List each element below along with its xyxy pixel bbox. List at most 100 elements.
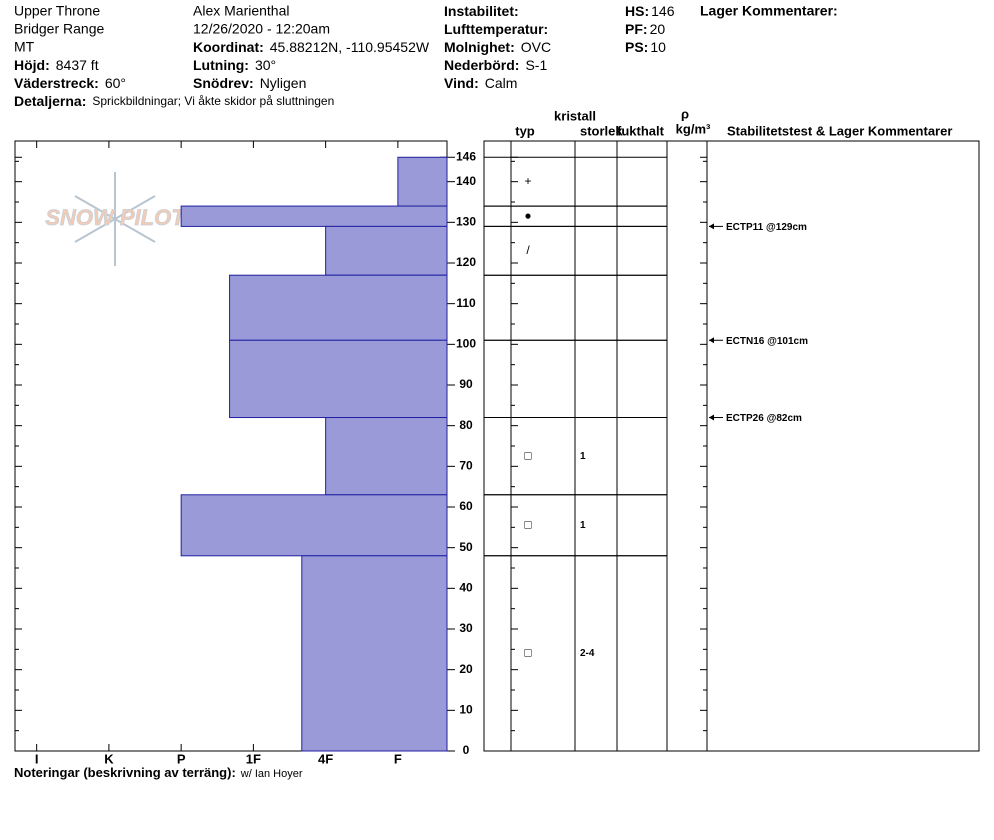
field: Vind: Calm xyxy=(444,75,517,91)
y-tick-label: 140 xyxy=(456,174,476,188)
field: Nederbörd: S-1 xyxy=(444,57,547,73)
field-value: Nyligen xyxy=(260,75,307,91)
column-header: Stabilitetstest & Lager Kommentarer xyxy=(727,123,952,138)
y-tick-label: 30 xyxy=(459,621,473,635)
field-label: Lutning: xyxy=(193,57,249,73)
field-value: 8437 ft xyxy=(56,57,99,73)
hardness-bar xyxy=(397,156,448,207)
field: PS: 10 xyxy=(625,39,666,55)
field-label: Vind: xyxy=(444,75,479,91)
field: HS: 146 xyxy=(625,3,675,19)
column-header: typ xyxy=(515,123,535,138)
notes-label: Noteringar (beskrivning av terräng): xyxy=(14,765,236,780)
notes: Noteringar (beskrivning av terräng): w/ I… xyxy=(14,765,303,780)
field-value: Sprickbildningar; Vi åkte skidor på slut… xyxy=(92,94,334,108)
hardness-bar xyxy=(180,205,448,227)
crystal-type: ● xyxy=(524,208,531,222)
location: Upper Throne xyxy=(14,3,100,19)
notes-value: w/ Ian Hoyer xyxy=(240,768,303,780)
y-tick-label: 90 xyxy=(459,377,473,391)
field-label: Molnighet: xyxy=(444,39,515,55)
field-label: Väderstreck: xyxy=(14,75,99,91)
field: Väderstreck: 60° xyxy=(14,75,126,91)
field: Lutning: 30° xyxy=(193,57,276,73)
field-value: 45.88212N, -110.95452W xyxy=(270,39,430,55)
field-value: Calm xyxy=(485,75,518,91)
y-tick-label: 10 xyxy=(459,703,473,717)
test-label: ECTP26 @82cm xyxy=(726,413,802,424)
y-tick-label: 70 xyxy=(459,459,473,473)
y-tick-label: 120 xyxy=(456,255,476,269)
field-label: Nederbörd: xyxy=(444,57,519,73)
y-tick-label: 40 xyxy=(459,581,473,595)
field-label: Lufttemperatur: xyxy=(444,21,548,37)
logo: SNOW PILOT xyxy=(45,205,186,230)
crystal-type: □ xyxy=(524,448,531,462)
field: Koordinat: 45.88212N, -110.95452W xyxy=(193,39,430,55)
table-frame xyxy=(483,140,980,752)
hardness-bar xyxy=(325,417,448,496)
field-value: 146 xyxy=(651,3,675,19)
field-label: PS: xyxy=(625,39,648,55)
hardness-bar xyxy=(229,339,448,419)
field-value: OVC xyxy=(521,39,551,55)
y-tick-label: 110 xyxy=(456,296,476,310)
crystal-type: / xyxy=(526,243,530,257)
field: PF: 20 xyxy=(625,21,665,37)
hardness-bar xyxy=(301,555,448,752)
x-tick-label: F xyxy=(394,751,402,766)
x-tick-label: K xyxy=(104,751,114,766)
layer-comments-title: Lager Kommentarer: xyxy=(700,3,838,19)
field: Detaljerna: Sprickbildningar; Vi åkte ski… xyxy=(14,93,334,109)
test-arrowhead xyxy=(709,414,714,421)
field-label: HS: xyxy=(625,3,649,19)
field-value: 10 xyxy=(650,39,666,55)
y-tick-label: 100 xyxy=(456,337,476,351)
y-tick-label: 130 xyxy=(456,215,476,229)
field: Lufttemperatur: xyxy=(444,21,548,37)
field: Instabilitet: xyxy=(444,3,519,19)
y-tick-label: 20 xyxy=(459,662,473,676)
crystal-size: 2-4 xyxy=(580,648,595,659)
y-tick-label: 146 xyxy=(456,149,476,163)
test-label: ECTP11 @129cm xyxy=(726,222,807,233)
datetime: 12/26/2020 - 12:20am xyxy=(193,21,330,37)
crystal-type: + xyxy=(524,174,531,188)
field: Snödrev: Nyligen xyxy=(193,75,306,91)
field-label: Koordinat: xyxy=(193,39,264,55)
column-header: kristall xyxy=(554,108,596,123)
field: Molnighet: OVC xyxy=(444,39,551,55)
field-value: 20 xyxy=(650,21,666,37)
field-label: Instabilitet: xyxy=(444,3,519,19)
x-tick-label: 1F xyxy=(246,751,261,766)
location: MT xyxy=(14,39,35,55)
logo-flake xyxy=(74,172,156,266)
x-tick-label: 4F xyxy=(318,751,333,766)
column-header: storlek xyxy=(580,123,623,138)
test-arrowhead xyxy=(709,223,714,230)
crystal-size: 1 xyxy=(580,520,586,531)
field-value: S-1 xyxy=(525,57,547,73)
hardness-bar xyxy=(180,494,448,557)
field-label: Detaljerna: xyxy=(14,93,86,109)
crystal-type: □ xyxy=(524,517,531,531)
field-label: Snödrev: xyxy=(193,75,254,91)
observer: Alex Marienthal xyxy=(193,3,290,19)
field-value: 60° xyxy=(105,75,126,91)
hardness-bar xyxy=(325,225,448,276)
column-header: fukthalt xyxy=(617,123,665,138)
y-tick-label: 60 xyxy=(459,499,473,513)
column-header: ρ xyxy=(681,106,689,121)
field-label: PF: xyxy=(625,21,648,37)
test-arrowhead xyxy=(709,337,714,344)
x-tick-label: P xyxy=(177,751,186,766)
y-tick-label: 50 xyxy=(459,540,473,554)
y-tick-label: 80 xyxy=(459,418,473,432)
test-label: ECTN16 @101cm xyxy=(726,336,808,347)
crystal-type: □ xyxy=(524,646,531,660)
location: Bridger Range xyxy=(14,21,104,37)
field: Höjd: 8437 ft xyxy=(14,57,99,73)
field-value: 30° xyxy=(255,57,276,73)
